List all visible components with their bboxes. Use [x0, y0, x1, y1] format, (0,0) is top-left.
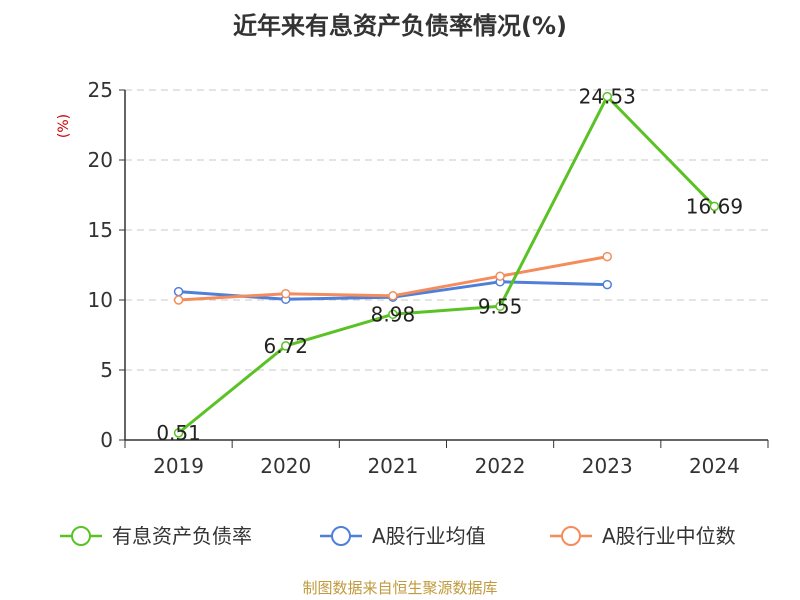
- legend-label: 有息资产负债率: [112, 524, 252, 548]
- x-tick-label: 2019: [153, 454, 204, 478]
- data-point[interactable]: [173, 428, 184, 438]
- data-point[interactable]: [173, 286, 184, 297]
- data-point[interactable]: [602, 279, 612, 290]
- series-line: [177, 95, 716, 435]
- axes: 0 5 10 15 20 25 2019 2020 2021 2022 2023 2024: [88, 78, 769, 478]
- legend-item[interactable]: 有息资产负债率: [60, 524, 252, 548]
- x-tick-label: 2020: [260, 454, 311, 478]
- legend[interactable]: 有息资产负债率 A股行业均值 A股行业中位数: [60, 524, 736, 548]
- data-label: 6.72: [263, 334, 308, 358]
- legend-marker: [561, 526, 581, 546]
- data-point[interactable]: [709, 201, 720, 212]
- x-tick-label: 2022: [475, 454, 526, 478]
- data-point[interactable]: [495, 271, 505, 281]
- data-label: 16.69: [686, 194, 743, 218]
- y-tick-label: 20: [88, 148, 113, 172]
- chart-title: 近年来有息资产负债率情况(%): [233, 12, 567, 40]
- x-tick-label: 2024: [689, 454, 740, 478]
- data-label: 0.51: [156, 421, 201, 445]
- y-tick-label: 5: [100, 358, 113, 382]
- y-tick-label: 10: [88, 288, 113, 312]
- legend-item[interactable]: A股行业中位数: [550, 524, 736, 548]
- data-label: 8.98: [371, 302, 416, 326]
- data-labels: 0.51 6.72 8.98 9.55 24.53 16.69: [156, 85, 743, 445]
- y-tick-label: 25: [88, 78, 113, 102]
- legend-marker: [71, 526, 91, 546]
- data-point[interactable]: [281, 288, 291, 299]
- data-point[interactable]: [388, 291, 398, 301]
- y-tick-label: 15: [88, 218, 113, 242]
- legend-marker: [331, 526, 351, 546]
- y-tick-label: 0: [100, 428, 113, 452]
- series-0: [173, 91, 720, 438]
- x-tick-label: 2023: [582, 454, 633, 478]
- data-point[interactable]: [281, 341, 291, 351]
- series-lines: [173, 91, 720, 438]
- data-point[interactable]: [388, 309, 398, 320]
- legend-label: A股行业中位数: [602, 524, 736, 548]
- source-note: 制图数据来自恒生聚源数据库: [302, 579, 497, 597]
- data-label: 9.55: [478, 294, 523, 318]
- legend-label: A股行业均值: [372, 524, 486, 548]
- data-label: 24.53: [579, 85, 636, 109]
- y-axis-unit: (%): [56, 114, 72, 138]
- x-tick-label: 2021: [367, 454, 418, 478]
- series-2: [173, 251, 612, 305]
- data-point[interactable]: [495, 301, 505, 312]
- grid-lines: [125, 89, 768, 371]
- legend-item[interactable]: A股行业均值: [320, 524, 486, 548]
- data-point[interactable]: [173, 295, 184, 305]
- data-point[interactable]: [602, 91, 612, 102]
- data-point[interactable]: [602, 251, 612, 262]
